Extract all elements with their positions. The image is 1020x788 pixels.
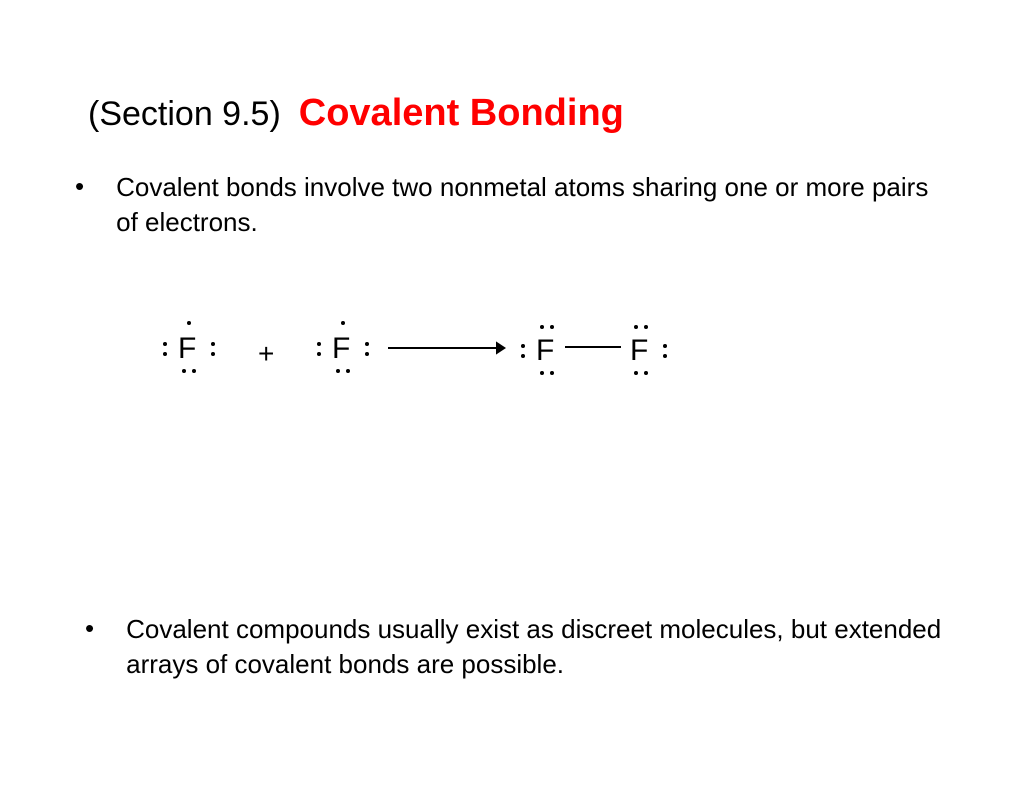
electron-dot xyxy=(644,325,648,329)
section-label: (Section 9.5) xyxy=(88,95,281,134)
electron-dot xyxy=(663,354,667,358)
atom-symbol: F xyxy=(536,334,554,368)
electron-dot xyxy=(187,321,191,325)
electron-dot xyxy=(211,352,215,356)
electron-dot xyxy=(317,342,321,346)
bullet-point-1: • Covalent bonds involve two nonmetal at… xyxy=(75,170,945,240)
bullet-point-2: • Covalent compounds usually exist as di… xyxy=(85,612,955,682)
electron-dot xyxy=(163,352,167,356)
electron-dot xyxy=(192,369,196,373)
electron-dot xyxy=(365,352,369,356)
electron-dot xyxy=(634,325,638,329)
electron-dot xyxy=(211,342,215,346)
covalent-bond-line xyxy=(565,346,621,348)
bullet-text-1: Covalent bonds involve two nonmetal atom… xyxy=(116,170,945,240)
electron-dot xyxy=(634,371,638,375)
atom-symbol: F xyxy=(630,334,648,368)
lewis-structure-diagram: F F + F F xyxy=(140,290,700,400)
atom-symbol: F xyxy=(178,332,196,366)
electron-dot xyxy=(550,371,554,375)
plus-sign: + xyxy=(258,338,274,370)
electron-dot xyxy=(365,342,369,346)
electron-dot xyxy=(663,344,667,348)
electron-dot xyxy=(317,352,321,356)
main-title: Covalent Bonding xyxy=(299,92,624,135)
electron-dot xyxy=(521,344,525,348)
electron-dot xyxy=(540,325,544,329)
atom-symbol: F xyxy=(332,332,350,366)
electron-dot xyxy=(644,371,648,375)
electron-dot xyxy=(341,321,345,325)
electron-dot xyxy=(540,371,544,375)
reaction-arrow-icon xyxy=(388,338,511,358)
electron-dot xyxy=(521,354,525,358)
electron-dot xyxy=(550,325,554,329)
title-row: (Section 9.5) Covalent Bonding xyxy=(88,92,624,135)
electron-dot xyxy=(346,369,350,373)
electron-dot xyxy=(336,369,340,373)
electron-dot xyxy=(163,342,167,346)
bullet-marker: • xyxy=(75,170,84,204)
bullet-marker: • xyxy=(85,612,94,646)
bullet-text-2: Covalent compounds usually exist as disc… xyxy=(126,612,955,682)
electron-dot xyxy=(182,369,186,373)
